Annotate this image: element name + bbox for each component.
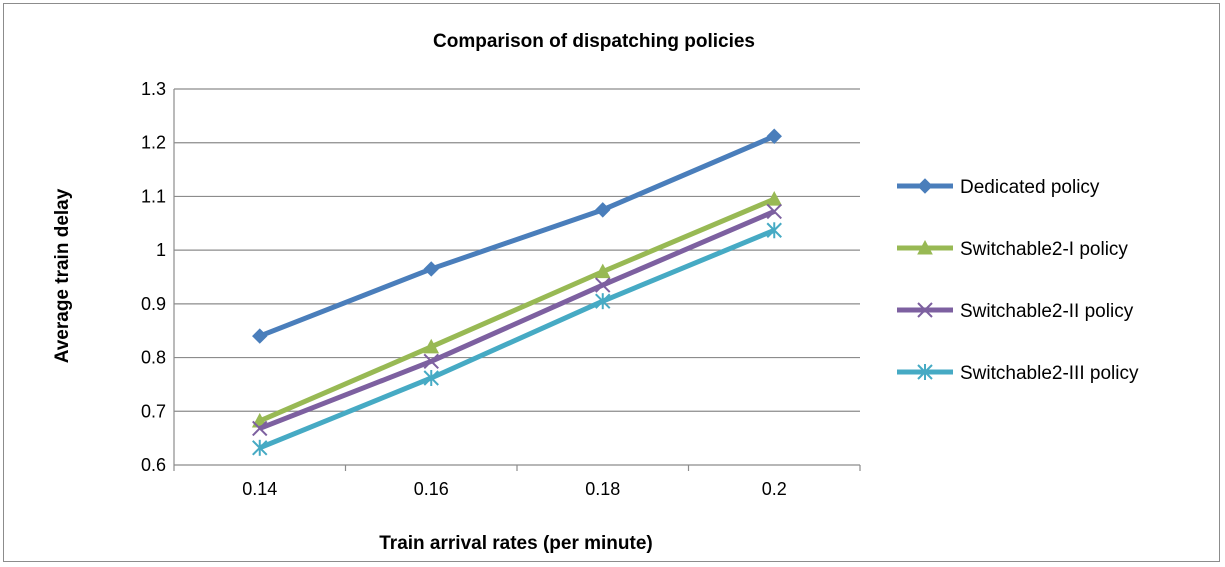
- series-line: [258, 209, 776, 431]
- data-point: [423, 338, 440, 354]
- data-point: [766, 222, 782, 239]
- x-axis-title: Train arrival rates (per minute): [379, 533, 653, 554]
- legend-marker: [917, 364, 933, 380]
- gridlines: [174, 88, 860, 412]
- data-point: [766, 203, 782, 220]
- y-tick-label: 1.1: [141, 186, 166, 206]
- legend-item: Dedicated policy: [897, 177, 1100, 198]
- series-line: [258, 196, 776, 424]
- data-point: [423, 369, 439, 386]
- x-tick-label: 0.2: [762, 479, 787, 499]
- series-2: [251, 191, 783, 428]
- legend-label: Dedicated policy: [960, 177, 1100, 198]
- legend-marker: [917, 239, 933, 255]
- chart-title: Comparison of dispatching policies: [433, 31, 755, 52]
- data-point: [594, 263, 611, 279]
- data-point: [252, 420, 268, 437]
- y-tick-label: 0.6: [141, 455, 166, 475]
- series-1: [252, 128, 782, 344]
- legend-label: Switchable2-I policy: [960, 239, 1128, 260]
- series-layer: [251, 128, 783, 456]
- y-tick-label: 1: [156, 240, 166, 260]
- data-point: [595, 277, 611, 293]
- legend-marker: [917, 178, 933, 194]
- x-tick-label: 0.14: [242, 479, 277, 499]
- x-tick-label: 0.16: [414, 479, 449, 499]
- legend-label: Switchable2-III policy: [960, 363, 1139, 384]
- y-tick-label: 1.2: [141, 133, 166, 153]
- axes: 0.6 0.7 0.8 0.9 1 1.1 1.2 1.3 0.14 0.16 0.18 0.2: [141, 79, 861, 499]
- data-point: [595, 202, 611, 218]
- data-point: [252, 328, 268, 344]
- y-tick-label: 1.3: [141, 79, 166, 99]
- legend-item: Switchable2-II policy: [897, 301, 1134, 322]
- series-line: [258, 133, 776, 339]
- legend-marker: [917, 302, 933, 318]
- legend: Dedicated policy Switchable2-I policy Swit…: [897, 177, 1139, 384]
- y-tick-label: 0.7: [141, 401, 166, 421]
- y-tick-label: 0.8: [141, 348, 166, 368]
- legend-item: Switchable2-III policy: [897, 363, 1139, 384]
- y-tick-label: 0.9: [141, 294, 166, 314]
- data-point: [766, 191, 783, 206]
- data-point: [252, 439, 268, 456]
- legend-item: Switchable2-I policy: [897, 239, 1128, 260]
- legend-label: Switchable2-II policy: [960, 301, 1134, 322]
- series-line: [258, 227, 776, 451]
- data-point: [766, 128, 782, 144]
- series-3: [252, 203, 782, 437]
- x-tick-label: 0.18: [585, 479, 620, 499]
- data-point: [423, 261, 439, 277]
- series-4: [252, 222, 782, 456]
- data-point: [595, 293, 611, 310]
- data-point: [423, 353, 439, 370]
- y-axis-title: Average train delay: [52, 188, 73, 363]
